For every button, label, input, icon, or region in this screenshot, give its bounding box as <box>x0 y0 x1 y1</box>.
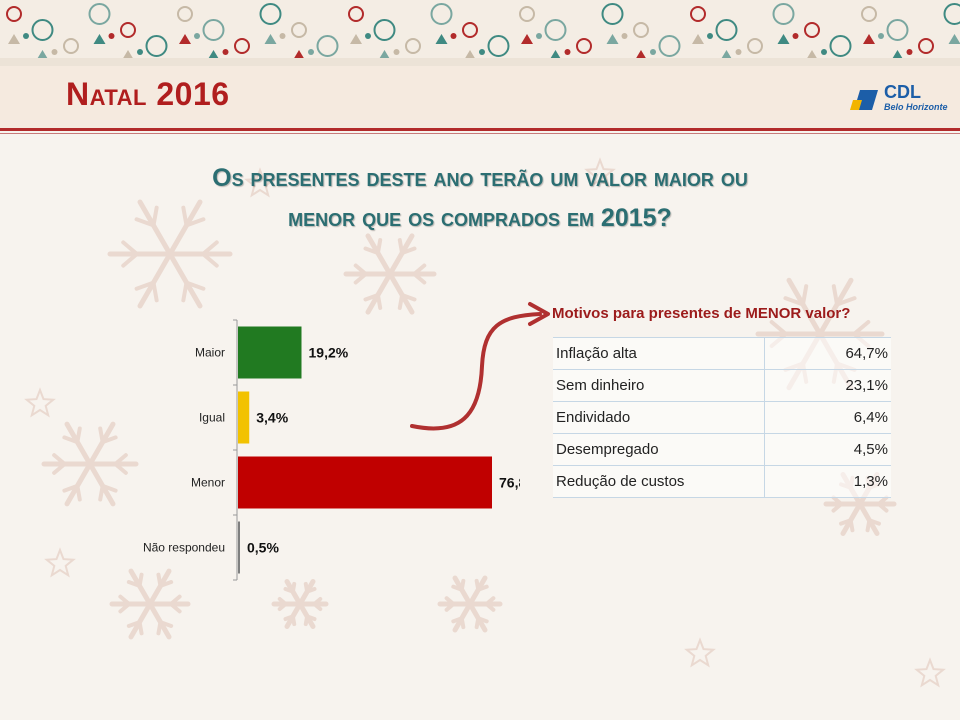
cdl-logo: CDL Belo Horizonte <box>848 82 948 116</box>
reason-label: Redução de custos <box>553 465 765 498</box>
category-label: Não respondeu <box>143 541 225 555</box>
bar <box>238 456 492 509</box>
value-label: 0,5% <box>247 540 279 556</box>
question-heading: Os presentes deste ano terão um valor ma… <box>60 158 900 238</box>
header-divider-thin <box>0 133 960 134</box>
reason-value: 1,3% <box>764 465 891 498</box>
reason-value: 4,5% <box>764 433 891 466</box>
bar <box>238 326 302 379</box>
bar-chart: Maior 19,2% Igual 3,4% Menor 76,8% Não respond… <box>143 319 520 581</box>
table-row: Desempregado 4,5% <box>553 433 891 466</box>
value-label: 19,2% <box>309 345 349 361</box>
reasons-table: Inflação alta 64,7% Sem dinheiro 23,1% E… <box>553 337 891 498</box>
category-label: Igual <box>199 411 225 425</box>
question-line-2: menor que os comprados em 2015? <box>288 204 672 232</box>
curved-arrow-icon <box>410 302 550 431</box>
reason-value: 6,4% <box>764 401 891 434</box>
logo-subtitle: Belo Horizonte <box>884 102 948 112</box>
table-row: Inflação alta 64,7% <box>553 337 891 370</box>
cdl-logo-mark <box>850 90 878 110</box>
reason-label: Inflação alta <box>553 337 765 370</box>
bar <box>238 391 250 444</box>
christmas-pattern-banner <box>0 0 960 66</box>
question-line-1: Os presentes deste ano terão um valor ma… <box>212 164 748 192</box>
table-row: Sem dinheiro 23,1% <box>553 369 891 402</box>
reasons-table-title: Motivos para presentes de MENOR valor? <box>552 305 851 322</box>
header-divider <box>0 128 960 131</box>
logo-name: CDL <box>884 82 921 102</box>
header-bar <box>0 66 960 128</box>
bar <box>238 521 240 574</box>
reason-label: Sem dinheiro <box>553 369 765 402</box>
category-label: Maior <box>195 346 225 360</box>
reason-label: Endividado <box>553 401 765 434</box>
reason-value: 23,1% <box>764 369 891 402</box>
slide-title: Natal 2016 <box>66 76 230 112</box>
table-row: Redução de custos 1,3% <box>553 465 891 498</box>
table-row: Endividado 6,4% <box>553 401 891 434</box>
reason-label: Desempregado <box>553 433 765 466</box>
category-label: Menor <box>191 476 225 490</box>
value-label: 76,8% <box>499 475 520 491</box>
reason-value: 64,7% <box>764 337 891 370</box>
value-label: 3,4% <box>256 410 288 426</box>
